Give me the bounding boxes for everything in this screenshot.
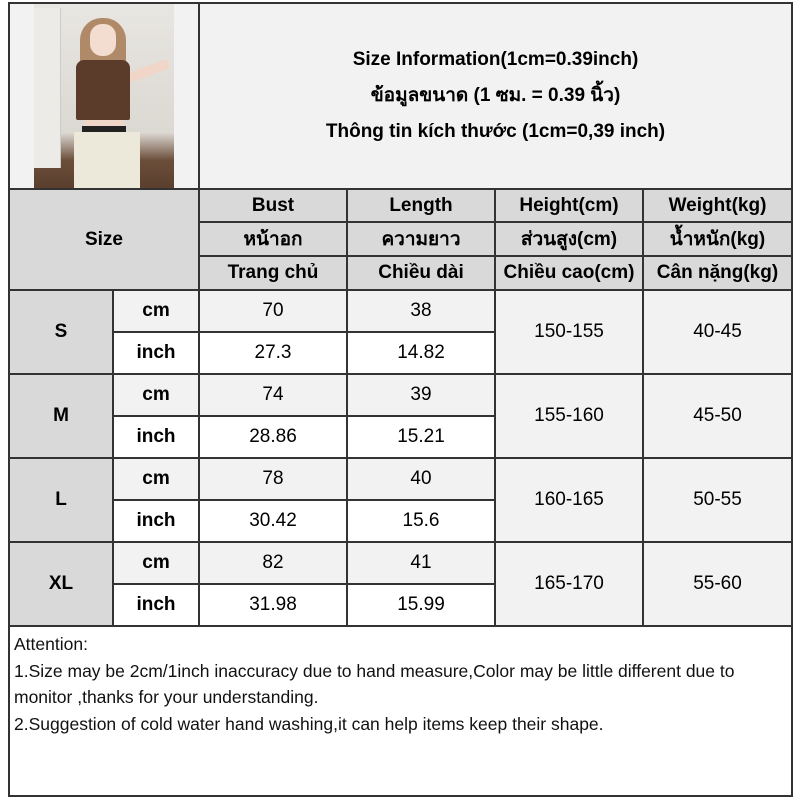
bust-cm: 78 <box>198 457 348 501</box>
table-row: inch 31.98 15.99 <box>9 583 792 627</box>
length-inch: 15.21 <box>346 415 496 459</box>
unit-cm: cm <box>112 541 200 585</box>
notes-line-1: 1.Size may be 2cm/1inch inaccuracy due t… <box>14 660 735 708</box>
bust-inch: 31.98 <box>198 583 348 627</box>
attention-notes: Attention: 1.Size may be 2cm/1inch inacc… <box>8 625 793 797</box>
length-inch: 14.82 <box>346 331 496 375</box>
bust-cm: 70 <box>198 289 348 333</box>
size-label: XL <box>8 541 114 627</box>
unit-inch: inch <box>112 583 200 627</box>
unit-cm: cm <box>112 457 200 501</box>
length-inch: 15.99 <box>346 583 496 627</box>
bust-inch: 28.86 <box>198 415 348 459</box>
bust-inch: 30.42 <box>198 499 348 543</box>
weight-range: 50-55 <box>642 457 793 543</box>
size-label: S <box>8 289 114 375</box>
length-cm: 40 <box>346 457 496 501</box>
col-height-vi: Chiều cao(cm) <box>494 255 644 291</box>
col-weight-vi: Cân nặng(kg) <box>642 255 793 291</box>
height-range: 160-165 <box>494 457 644 543</box>
title-vi: Thông tin kích thước (1cm=0,39 inch) <box>325 121 666 142</box>
length-cm: 39 <box>346 373 496 417</box>
table-row: L cm 78 40 160-165 50-55 <box>8 457 793 543</box>
length-cm: 41 <box>346 541 496 585</box>
product-photo <box>34 4 174 188</box>
table-row: inch 27.3 14.82 <box>9 331 792 375</box>
col-length-en: Length <box>346 188 496 223</box>
table-row: S cm 70 38 150-155 40-45 <box>8 289 793 375</box>
col-bust-th: หน้าอก <box>198 221 348 257</box>
weight-range: 45-50 <box>642 373 793 459</box>
col-length-th: ความยาว <box>346 221 496 257</box>
size-chart-table: Size Information(1cm=0.39inch) ข้อมูลขนา… <box>8 2 793 797</box>
notes-heading: Attention: <box>14 634 88 654</box>
unit-inch: inch <box>112 331 200 375</box>
length-inch: 15.6 <box>346 499 496 543</box>
unit-inch: inch <box>112 499 200 543</box>
title-th: ข้อมูลขนาด (1 ซม. = 0.39 นิ้ว) <box>370 85 621 106</box>
title-en: Size Information(1cm=0.39inch) <box>352 49 639 70</box>
size-header: Size <box>8 188 200 291</box>
size-label: L <box>8 457 114 543</box>
col-length-vi: Chiều dài <box>346 255 496 291</box>
col-bust-en: Bust <box>198 188 348 223</box>
col-height-en: Height(cm) <box>494 188 644 223</box>
unit-cm: cm <box>112 289 200 333</box>
table-row: inch 28.86 15.21 <box>9 415 792 459</box>
unit-inch: inch <box>112 415 200 459</box>
bust-inch: 27.3 <box>198 331 348 375</box>
size-info-title: Size Information(1cm=0.39inch) ข้อมูลขนา… <box>198 2 793 190</box>
bust-cm: 82 <box>198 541 348 585</box>
weight-range: 40-45 <box>642 289 793 375</box>
table-row: inch 30.42 15.6 <box>9 499 792 543</box>
col-height-th: ส่วนสูง(cm) <box>494 221 644 257</box>
col-weight-en: Weight(kg) <box>642 188 793 223</box>
col-weight-th: น้ำหนัก(kg) <box>642 221 793 257</box>
notes-line-2: 2.Suggestion of cold water hand washing,… <box>14 713 604 734</box>
table-row: M cm 74 39 155-160 45-50 <box>8 373 793 459</box>
height-range: 150-155 <box>494 289 644 375</box>
table-row: XL cm 82 41 165-170 55-60 <box>8 541 793 627</box>
bust-cm: 74 <box>198 373 348 417</box>
size-label: M <box>8 373 114 459</box>
unit-cm: cm <box>112 373 200 417</box>
product-photo-cell <box>8 2 200 190</box>
weight-range: 55-60 <box>642 541 793 627</box>
length-cm: 38 <box>346 289 496 333</box>
height-range: 165-170 <box>494 541 644 627</box>
col-bust-vi: Trang chủ <box>198 255 348 291</box>
height-range: 155-160 <box>494 373 644 459</box>
